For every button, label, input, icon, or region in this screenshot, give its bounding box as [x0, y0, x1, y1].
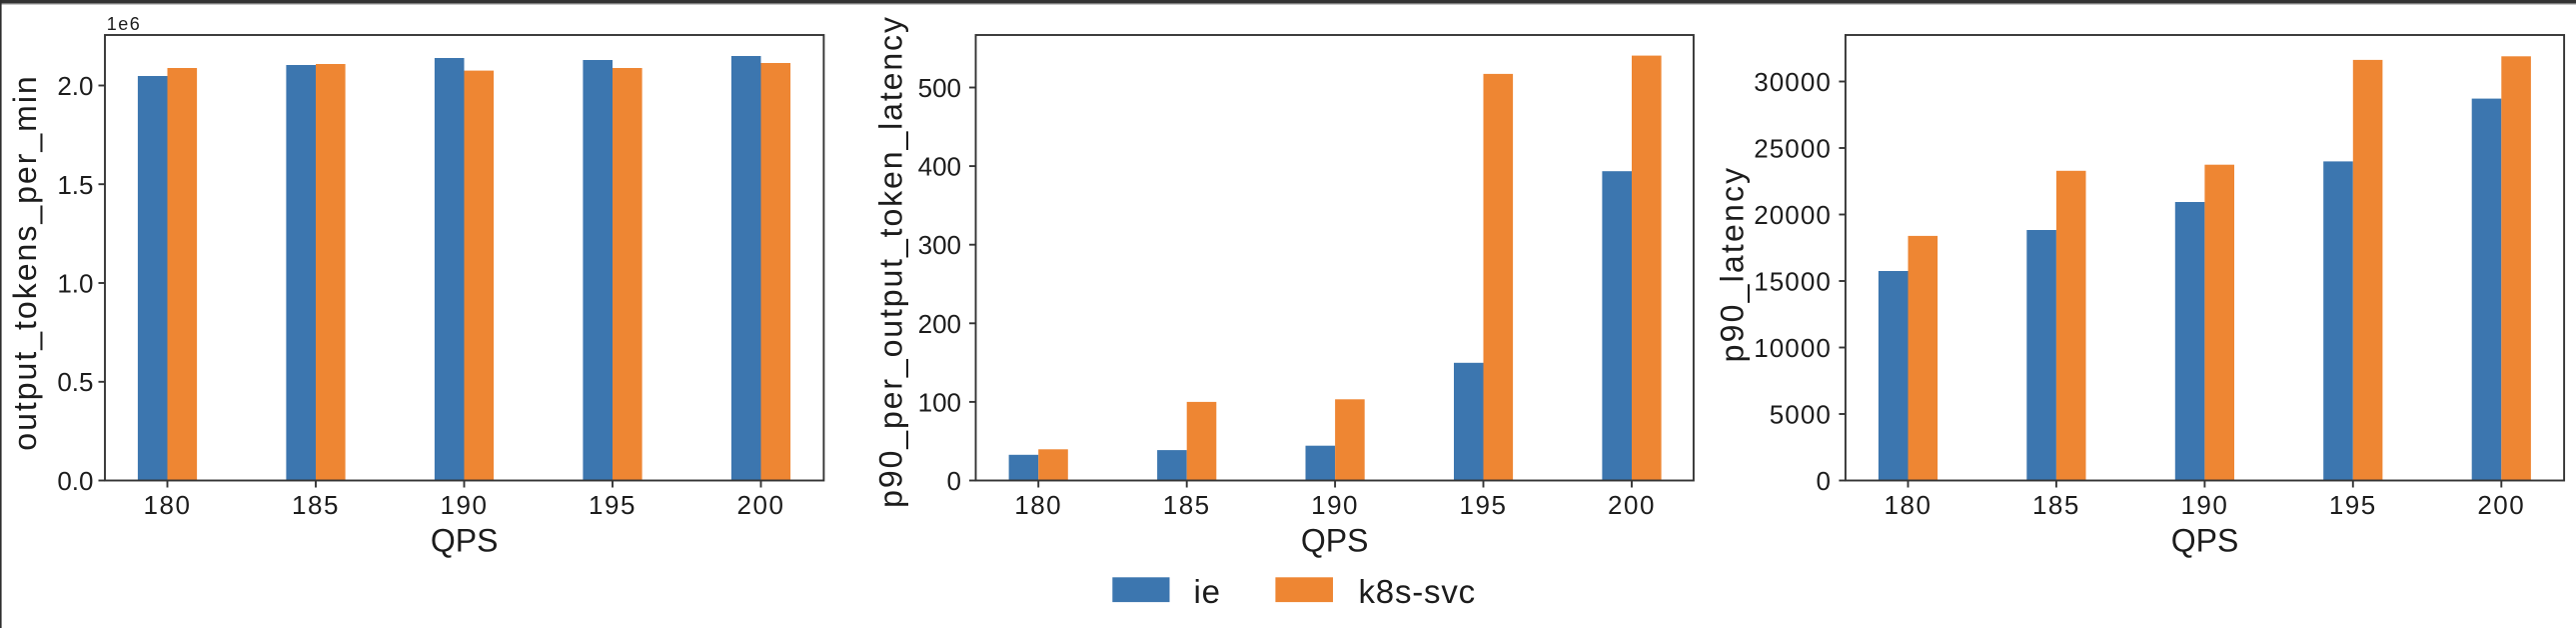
svg-text:p90_per_output_token_latency: p90_per_output_token_latency: [872, 15, 908, 508]
svg-text:0: 0: [1816, 466, 1832, 496]
svg-text:QPS: QPS: [2171, 523, 2239, 559]
svg-text:180: 180: [144, 490, 192, 520]
svg-text:195: 195: [589, 490, 637, 520]
svg-text:p90_latency: p90_latency: [1715, 166, 1751, 363]
svg-text:400: 400: [918, 152, 961, 182]
svg-text:500: 500: [918, 73, 961, 103]
svg-text:0.5: 0.5: [57, 367, 93, 397]
svg-text:20000: 20000: [1754, 200, 1832, 230]
svg-text:1e6: 1e6: [107, 14, 142, 34]
svg-text:output_tokens_per_min: output_tokens_per_min: [7, 74, 43, 450]
svg-text:200: 200: [1608, 490, 1656, 520]
svg-text:185: 185: [292, 490, 340, 520]
svg-text:190: 190: [441, 490, 489, 520]
svg-text:100: 100: [918, 387, 961, 417]
svg-text:ie: ie: [1194, 573, 1221, 610]
svg-text:2.0: 2.0: [57, 71, 93, 101]
svg-text:185: 185: [2032, 490, 2080, 520]
svg-text:190: 190: [1311, 490, 1359, 520]
svg-text:5000: 5000: [1770, 400, 1832, 430]
svg-text:300: 300: [918, 230, 961, 260]
svg-text:190: 190: [2180, 490, 2228, 520]
svg-text:QPS: QPS: [1301, 523, 1369, 559]
svg-text:30000: 30000: [1754, 67, 1832, 97]
svg-text:195: 195: [1460, 490, 1508, 520]
svg-text:200: 200: [918, 309, 961, 339]
svg-text:1.0: 1.0: [57, 269, 93, 299]
svg-text:0.0: 0.0: [57, 466, 93, 496]
svg-text:195: 195: [2329, 490, 2377, 520]
svg-text:k8s-svc: k8s-svc: [1359, 573, 1476, 610]
svg-text:10000: 10000: [1754, 333, 1832, 363]
svg-text:QPS: QPS: [431, 523, 499, 559]
svg-text:200: 200: [737, 490, 785, 520]
svg-text:15000: 15000: [1754, 267, 1832, 297]
svg-text:180: 180: [1014, 490, 1062, 520]
svg-text:180: 180: [1885, 490, 1932, 520]
svg-text:25000: 25000: [1754, 134, 1832, 164]
svg-text:185: 185: [1163, 490, 1211, 520]
svg-text:1.5: 1.5: [57, 170, 93, 200]
svg-text:200: 200: [2477, 490, 2525, 520]
svg-text:0: 0: [947, 466, 961, 496]
